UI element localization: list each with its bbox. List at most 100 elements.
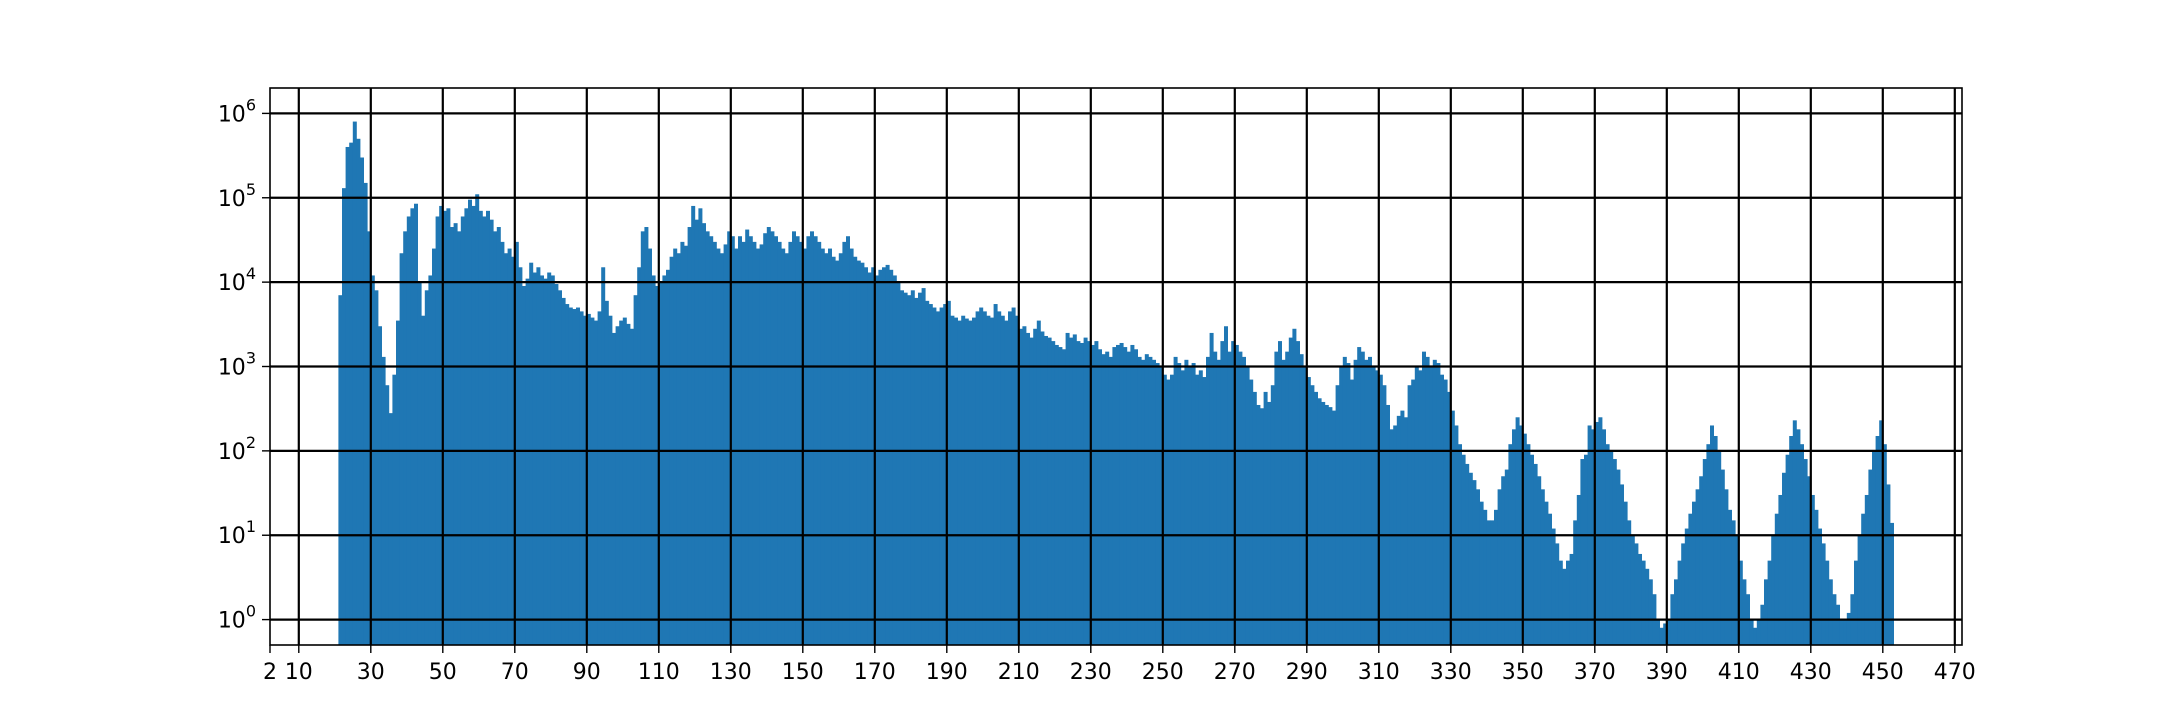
grid-layer [270, 88, 1962, 645]
histogram-bar [1861, 513, 1866, 645]
histogram-bar [1810, 494, 1815, 645]
histogram-bar [921, 288, 926, 645]
histogram-bar [1476, 489, 1480, 645]
histogram-bar [756, 248, 760, 645]
histogram-bar [1209, 332, 1214, 645]
histogram-bar [1616, 469, 1621, 645]
histogram-bar [1544, 501, 1549, 645]
histogram-bar [1792, 420, 1797, 645]
histogram-bar [1645, 568, 1650, 645]
histogram-bar [856, 260, 861, 645]
histogram-bar [1378, 374, 1383, 645]
histogram-bar [421, 315, 426, 645]
histogram-bar [1843, 619, 1848, 645]
histogram-bar [723, 244, 728, 645]
histogram-bar [705, 231, 710, 645]
histogram-bar [1447, 391, 1452, 645]
histogram-bar [1666, 619, 1671, 645]
histogram-bar [846, 236, 850, 646]
histogram-bar [338, 295, 343, 645]
histogram-bar [997, 311, 1002, 645]
histogram-bar [601, 267, 606, 645]
histogram-bar [759, 244, 764, 645]
histogram-bar [612, 332, 616, 645]
histogram-bar [597, 311, 602, 645]
histogram-bar [1890, 522, 1894, 645]
histogram-bar [428, 275, 433, 645]
histogram-bar [1828, 579, 1833, 645]
histogram-bar [1450, 410, 1455, 645]
histogram-bar [1465, 463, 1470, 645]
histogram-bar [1108, 356, 1113, 645]
histogram-bar [950, 315, 955, 645]
histogram-bar [882, 267, 886, 645]
histogram-bar [1868, 469, 1873, 645]
histogram-bar [1371, 366, 1376, 645]
x-tick-label: 430 [1790, 660, 1832, 685]
histogram-bar [1483, 509, 1488, 645]
histogram-bar [1008, 311, 1012, 645]
histogram-bar [943, 304, 948, 645]
histogram-bar [1674, 579, 1678, 645]
histogram-bar [1119, 342, 1124, 645]
histogram-bar [1353, 359, 1358, 645]
histogram-bar [550, 275, 555, 645]
histogram-bar [1296, 341, 1300, 645]
x-tick-label: 50 [429, 660, 457, 685]
histogram-bar [547, 272, 552, 645]
histogram-bar [986, 315, 991, 645]
histogram-bar [716, 248, 721, 645]
histogram-bar [1083, 337, 1088, 645]
histogram-bar [1180, 370, 1185, 645]
bars-layer [338, 121, 1894, 646]
histogram-bar [1702, 459, 1707, 645]
histogram-bar [507, 248, 512, 645]
histogram-bar [1116, 344, 1120, 645]
histogram-bar [1555, 543, 1560, 645]
histogram-bar [406, 216, 411, 646]
histogram-bar [1177, 363, 1182, 645]
histogram-bar [1386, 404, 1390, 645]
y-tick-label: 103 [218, 349, 256, 381]
histogram-bar [1839, 619, 1844, 645]
histogram-bar [1796, 429, 1801, 645]
histogram-bar [1173, 356, 1178, 645]
histogram-bar [946, 300, 951, 645]
histogram-bar [1029, 337, 1034, 645]
histogram-bar [1274, 351, 1279, 645]
x-tick-label: 70 [501, 660, 529, 685]
histogram-bar [1695, 489, 1700, 645]
histogram-bar [802, 248, 807, 645]
x-tick-label: 410 [1718, 660, 1760, 685]
y-tick-label: 106 [218, 95, 256, 127]
histogram-bar [644, 227, 649, 645]
histogram-bar [720, 253, 724, 646]
histogram-bar [954, 317, 958, 645]
histogram-bar [680, 241, 685, 645]
x-tick-label: 150 [782, 660, 824, 685]
histogram-bar [925, 300, 930, 645]
histogram-bar [1490, 520, 1495, 645]
histogram-bar [1540, 489, 1545, 645]
histogram-bar [1774, 513, 1779, 645]
histogram-bar [1047, 337, 1052, 645]
histogram-bar [770, 231, 775, 645]
histogram-bar [590, 317, 595, 645]
histogram-bar [1886, 484, 1891, 645]
histogram-bar [864, 267, 868, 645]
histogram-bar [1807, 476, 1812, 645]
histogram-bar [871, 267, 876, 645]
histogram-bar [568, 307, 573, 645]
histogram-bar [1494, 509, 1498, 645]
histogram-bar [914, 297, 919, 645]
histogram-bar [828, 248, 832, 645]
histogram-bar [691, 205, 696, 645]
histogram-bar [576, 307, 580, 645]
histogram-bar [403, 231, 408, 645]
histogram-bar [615, 326, 620, 645]
histogram-bar [1058, 347, 1063, 645]
histogram-bar [1234, 344, 1239, 645]
histogram-bar [1141, 359, 1146, 645]
histogram-bar [1123, 347, 1128, 645]
histogram-bar [1879, 420, 1884, 645]
